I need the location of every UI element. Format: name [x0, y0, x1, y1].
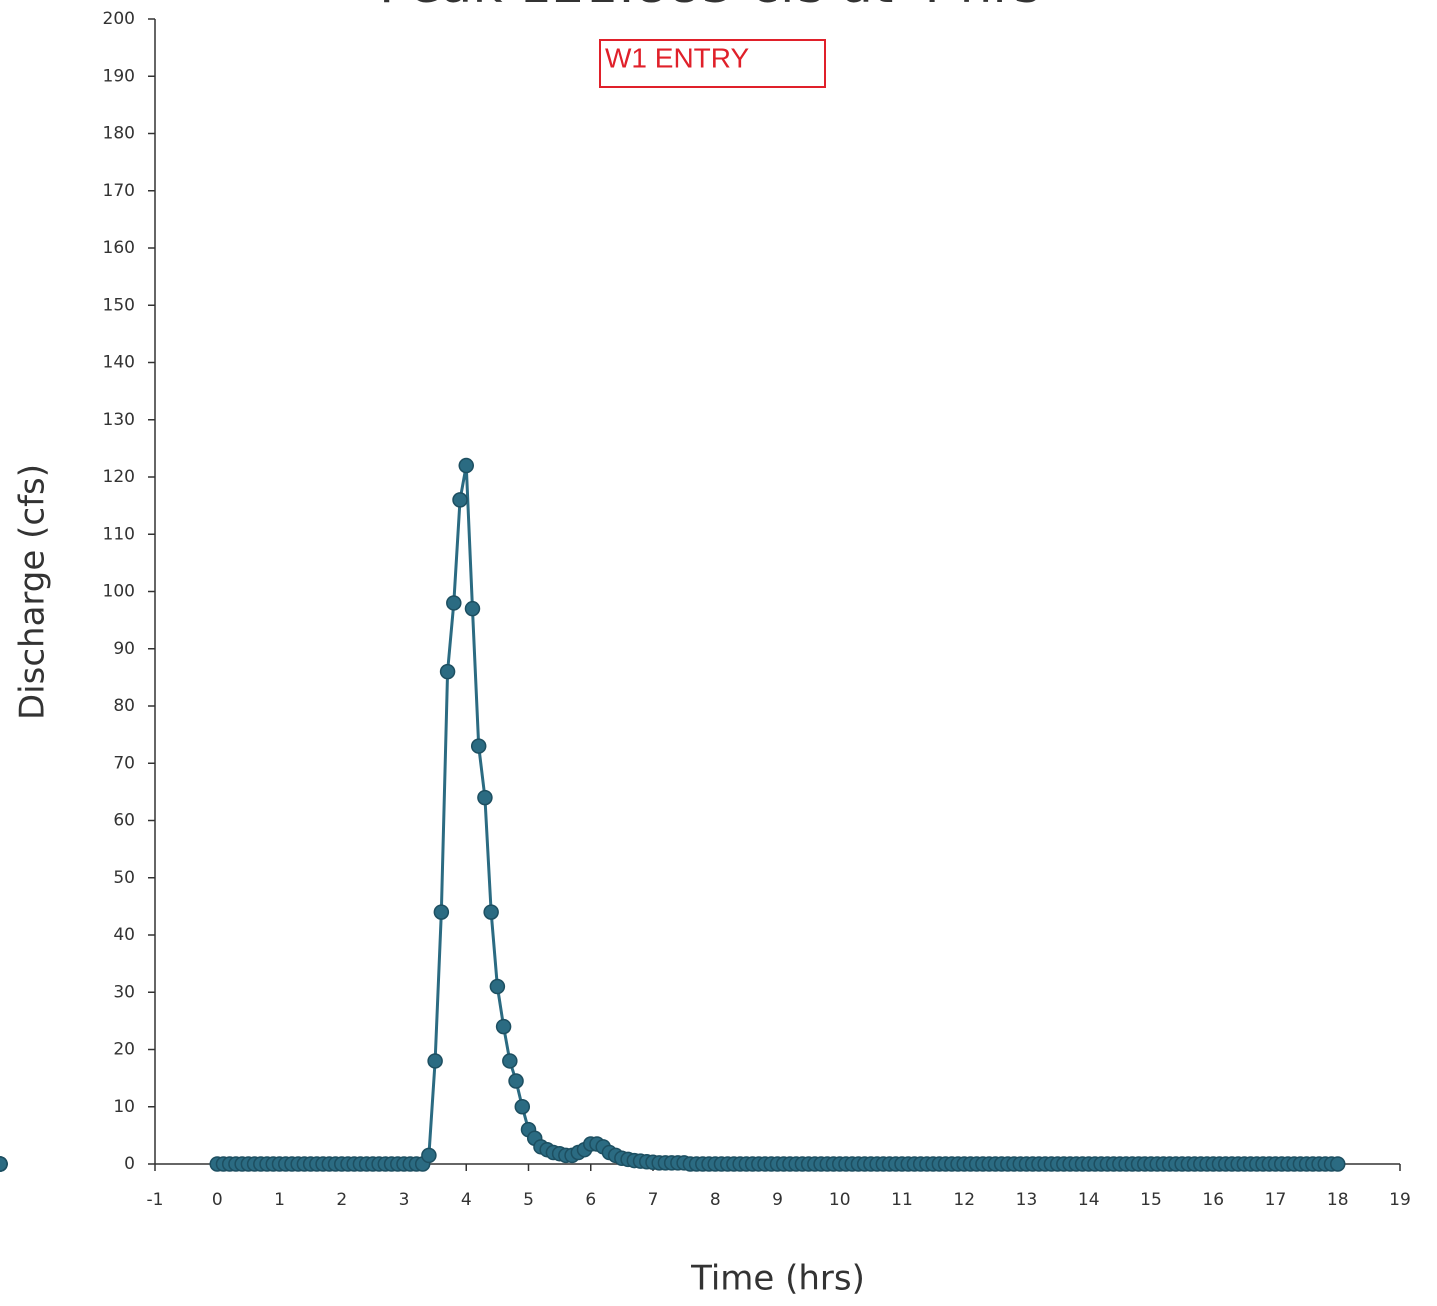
data-point	[1330, 1156, 1346, 1172]
annotation: W1 ENTRY	[605, 42, 749, 73]
y-tick-label: 100	[103, 582, 135, 602]
data-point	[458, 457, 474, 474]
y-tick-label: 30	[113, 982, 135, 1002]
x-tick-label: -1	[147, 1190, 164, 1210]
x-axis-label: Time (hrs)	[690, 1259, 865, 1299]
y-tick-label: 50	[113, 868, 135, 888]
x-tick-label: 11	[891, 1190, 913, 1210]
x-tick-label: 2	[336, 1190, 347, 1210]
y-tick-label: 20	[113, 1040, 135, 1060]
x-tick-label: 16	[1202, 1190, 1224, 1210]
data-point	[470, 738, 487, 754]
y-tick-label: 70	[113, 753, 135, 773]
x-tick-label: 13	[1016, 1190, 1038, 1210]
x-tick-label: 14	[1078, 1190, 1100, 1210]
data-point	[421, 1147, 437, 1164]
series-line	[217, 465, 1338, 1166]
data-point	[477, 789, 493, 806]
data-point	[427, 1053, 443, 1069]
y-tick-label: 180	[103, 124, 135, 144]
y-tick-label: 160	[103, 238, 135, 258]
y-tick-label: 110	[103, 524, 135, 544]
y-tick-label: 140	[103, 353, 135, 373]
y-tick-label: 190	[103, 66, 135, 86]
x-tick-label: 12	[953, 1190, 975, 1210]
y-tick-label: 60	[113, 811, 135, 831]
y-tick-label: 150	[103, 295, 135, 315]
data-point	[439, 663, 456, 680]
x-tick-label: 7	[648, 1190, 659, 1210]
y-tick-label: 10	[113, 1097, 135, 1117]
data-point	[446, 595, 462, 611]
y-tick-label: 200	[103, 9, 135, 29]
x-tick-label: 0	[212, 1190, 223, 1210]
x-tick-label: 5	[523, 1190, 534, 1210]
x-tick-label: 1	[274, 1190, 285, 1210]
data-point	[489, 978, 506, 995]
data-point	[495, 1018, 512, 1035]
y-tick-label: 170	[103, 181, 135, 201]
x-tick-label: 8	[710, 1190, 721, 1210]
x-tick-label: 6	[585, 1190, 596, 1210]
data-point	[502, 1053, 518, 1069]
data-point	[514, 1099, 531, 1115]
data-point	[508, 1073, 524, 1089]
y-tick-label: 40	[113, 925, 135, 945]
y-axis-label: Discharge (cfs)	[13, 464, 53, 720]
x-tick-label: 15	[1140, 1190, 1162, 1210]
y-tick-label: 90	[113, 639, 135, 659]
x-tick-label: 19	[1389, 1190, 1411, 1210]
x-tick-label: 17	[1265, 1190, 1287, 1210]
annotation-box	[599, 39, 826, 88]
x-tick-label: 10	[829, 1190, 851, 1210]
data-point	[0, 1156, 8, 1172]
x-tick-label: 4	[461, 1190, 472, 1210]
data-point	[452, 492, 468, 508]
data-point	[483, 904, 499, 920]
chart-title: Peak 121.883 cfs at 4 hrs	[379, 0, 1041, 15]
y-tick-label: 120	[103, 467, 135, 487]
y-tick-label: 0	[124, 1154, 135, 1174]
x-tick-label: 3	[399, 1190, 410, 1210]
y-tick-label: 130	[103, 410, 135, 430]
x-tick-label: 9	[772, 1190, 783, 1210]
x-tick-label: 18	[1327, 1190, 1349, 1210]
data-point	[464, 600, 481, 617]
data-point	[433, 904, 450, 920]
y-tick-label: 80	[113, 696, 135, 716]
